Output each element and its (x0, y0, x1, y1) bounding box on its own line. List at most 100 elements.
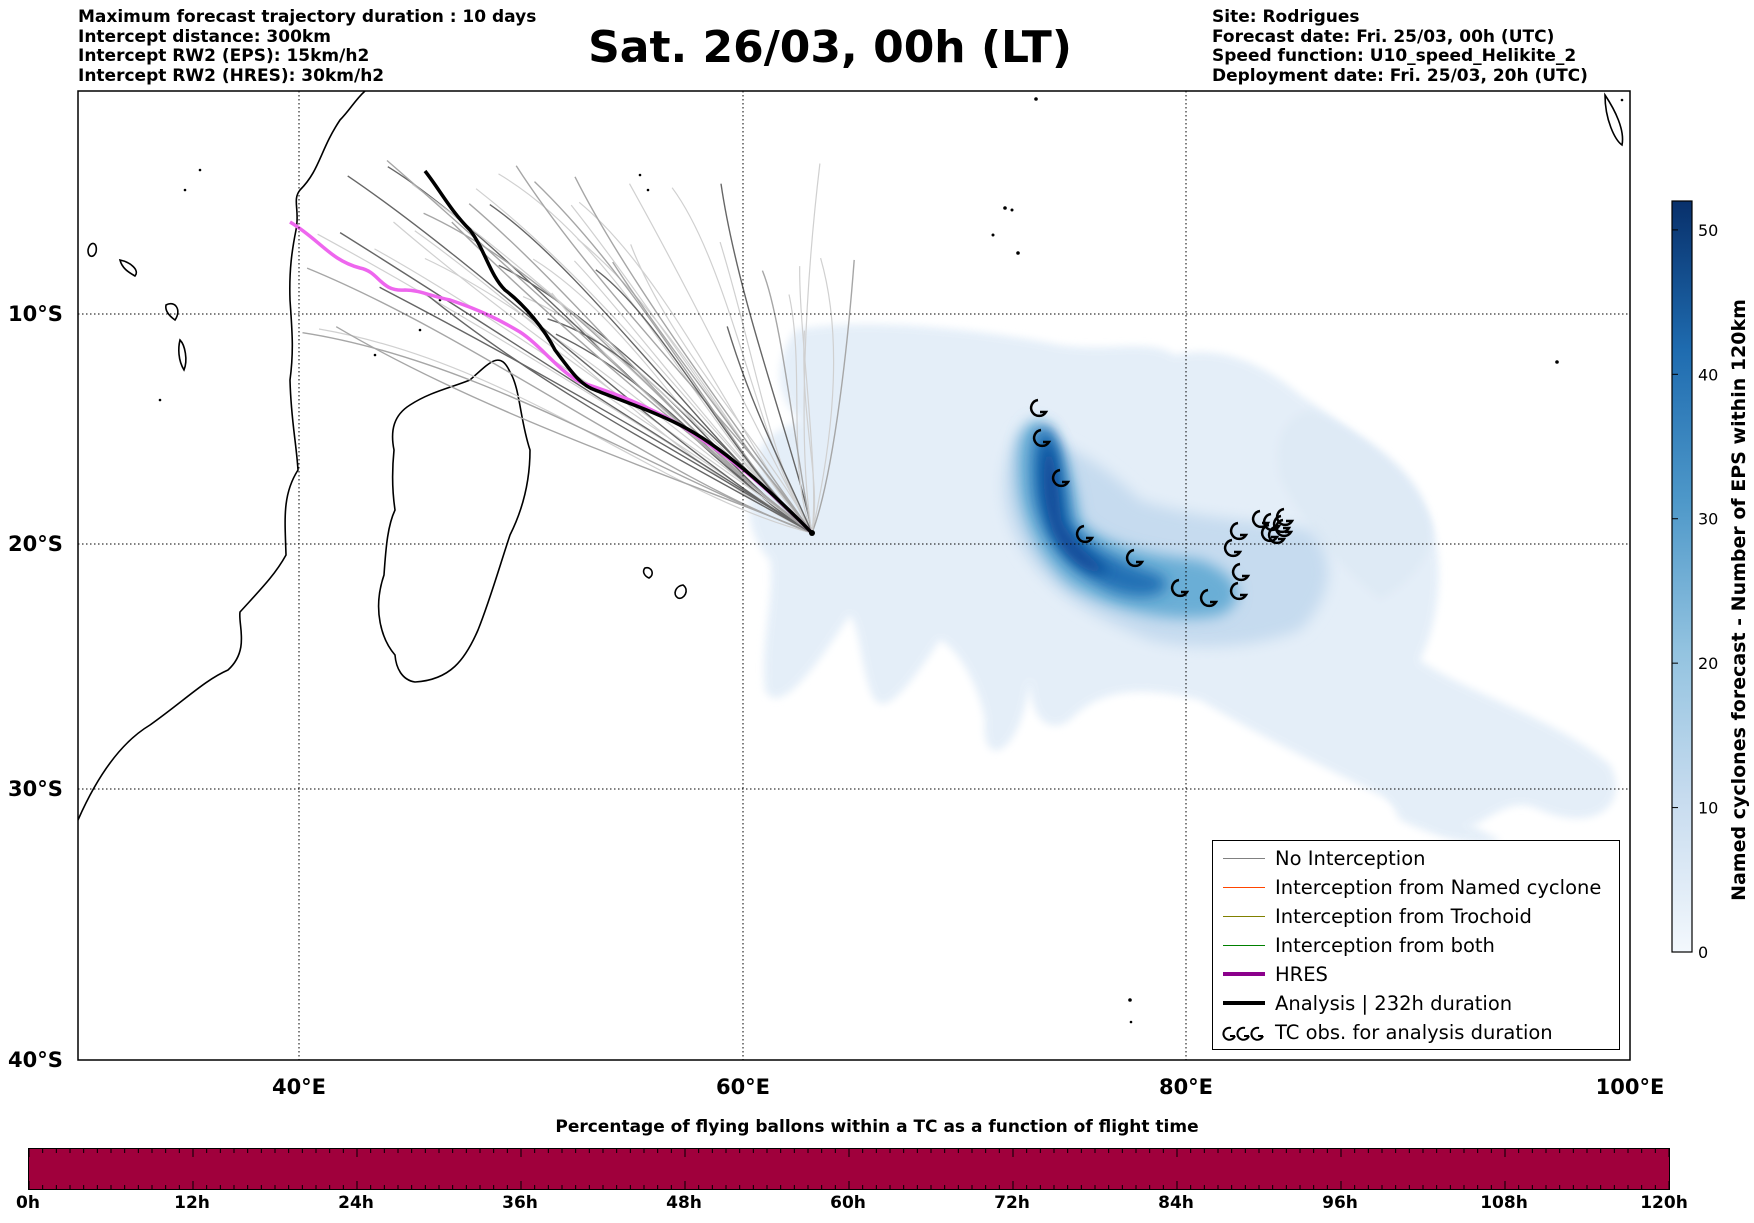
eps-trajectory (811, 259, 855, 534)
eps-trajectory (761, 270, 813, 534)
eps-trajectory (726, 326, 813, 534)
tc-obs-symbol (1229, 581, 1249, 601)
colorbar-tick-label: 20 (1698, 654, 1718, 673)
map-legend: No Interception Interception from Named … (1212, 840, 1620, 1050)
launch-site-marker (809, 530, 815, 536)
speed-function-text: Speed function: U10_speed_Helikite_2 (1212, 46, 1577, 66)
time-tick-label: 120h (1640, 1193, 1688, 1213)
tc-obs-symbol (1029, 398, 1049, 418)
legend-item-no-interception: No Interception (1213, 845, 1619, 874)
max-duration-text: Maximum forecast trajectory duration : 1… (78, 7, 537, 27)
eps-trajectory (788, 294, 813, 534)
gridlines (78, 91, 1630, 1060)
tc-observations (1029, 398, 1295, 608)
colorbar-ticks: 0 10 20 30 40 50 (1672, 221, 1718, 962)
lat-label: 30°S (8, 777, 63, 801)
trajectory-lines (289, 159, 855, 536)
legend-label: Interception from Trochoid (1275, 905, 1532, 928)
density-core (1003, 420, 1329, 647)
tc-obs-symbol (1262, 512, 1282, 532)
legend-label: No Interception (1275, 847, 1426, 870)
eps-trajectory (799, 266, 815, 534)
lon-label: 100°E (1596, 1075, 1665, 1099)
legend-label: Analysis | 232h duration (1275, 992, 1513, 1015)
intercept-hres-text: Intercept RW2 (HRES): 30km/h2 (78, 65, 385, 86)
lon-label: 40°E (272, 1075, 326, 1099)
lon-label: 80°E (1159, 1075, 1213, 1099)
colorbar-tick-label: 0 (1698, 943, 1708, 962)
tc-symbol-icon (1222, 1026, 1264, 1041)
eps-trajectory (339, 232, 813, 534)
site-text: Site: Rodrigues (1212, 7, 1360, 27)
eps-trajectory (803, 163, 821, 534)
site-info: Site: Rodrigues Forecast date: Fri. 25/0… (1212, 7, 1588, 86)
time-tick-label: 36h (502, 1193, 538, 1213)
eps-trajectory (347, 175, 813, 534)
legend-swatch (1223, 972, 1265, 976)
tc-obs-symbol (1051, 468, 1071, 488)
time-tick-label: 96h (1322, 1193, 1358, 1213)
legend-swatch (1223, 945, 1265, 946)
madagascar-outline (377, 359, 531, 683)
lon-labels: 40°E 60°E 80°E 100°E (272, 1075, 1664, 1099)
legend-item-named-cyclone: Interception from Named cyclone (1213, 874, 1619, 903)
legend-swatch (1223, 858, 1265, 859)
eps-trajectory (803, 330, 816, 534)
eps-trajectory (306, 267, 813, 534)
eps-trajectory (811, 257, 835, 534)
intercept-distance-text: Intercept distance: 300km (78, 26, 331, 47)
eps-trajectory (379, 286, 813, 534)
flight-time-ticks (29, 1149, 1669, 1189)
eps-trajectory (393, 221, 813, 534)
lon-label: 60°E (716, 1075, 770, 1099)
page-title: Sat. 26/03, 00h (LT) (588, 22, 1072, 73)
legend-swatch (1223, 887, 1265, 888)
colorbar-tick-label: 40 (1698, 365, 1718, 384)
tc-obs-symbol (1267, 525, 1287, 545)
density-colorbar: 0 10 20 30 40 50 Named cyclones forecast - Nu… (1671, 200, 1750, 962)
tc-obs-symbol (1229, 521, 1249, 541)
lat-labels: 10°S 20°S 30°S 40°S (8, 302, 63, 1072)
tc-obs-symbol (1274, 518, 1294, 538)
legend-label: Interception from Named cyclone (1275, 876, 1602, 899)
legend-swatch (1223, 1001, 1265, 1005)
legend-label: Interception from both (1275, 934, 1495, 957)
time-tick-label: 48h (666, 1193, 702, 1213)
colorbar-tick-label: 30 (1698, 510, 1718, 529)
deployment-date-text: Deployment date: Fri. 25/03, 20h (UTC) (1212, 65, 1588, 86)
legend-label: TC obs. for analysis duration (1275, 1021, 1553, 1044)
colorbar-tick-label: 10 (1698, 799, 1718, 818)
legend-swatch (1223, 916, 1265, 917)
legend-item-hres: HRES (1213, 961, 1619, 990)
coastlines (78, 91, 1624, 821)
eps-trajectory (719, 241, 813, 534)
legend-item-analysis: Analysis | 232h duration (1213, 990, 1619, 1019)
time-tick-label: 108h (1480, 1193, 1528, 1213)
time-tick-label: 60h (830, 1193, 866, 1213)
forecast-parameters: Maximum forecast trajectory duration : 1… (78, 7, 537, 86)
tc-obs-symbol (1032, 428, 1052, 448)
analysis-trajectory (423, 169, 814, 535)
legend-item-trochoid: Interception from Trochoid (1213, 903, 1619, 932)
intercept-eps-text: Intercept RW2 (EPS): 15km/h2 (78, 46, 370, 66)
eps-trajectory (720, 183, 813, 534)
eps-trajectory (612, 261, 813, 534)
time-tick-label: 72h (994, 1193, 1030, 1213)
colorbar-title: Named cyclones forecast - Number of EPS … (1728, 299, 1750, 901)
map-frame (77, 90, 1631, 1061)
eps-trajectory (630, 244, 813, 534)
eps-trajectory (302, 332, 813, 534)
legend-item-tc-obs: TC obs. for analysis duration (1213, 1019, 1619, 1048)
time-tick-label: 0h (16, 1193, 40, 1213)
flight-time-title: Percentage of flying ballons within a TC… (555, 1117, 1199, 1137)
legend-item-both: Interception from both (1213, 932, 1619, 961)
lat-label: 20°S (8, 532, 63, 556)
eps-trajectory (574, 176, 813, 534)
lat-label: 10°S (8, 302, 63, 326)
flight-time-bar (28, 1148, 1670, 1190)
tc-obs-symbol (1231, 562, 1251, 582)
time-tick-label: 12h (174, 1193, 210, 1213)
small-islands (158, 97, 1624, 1024)
tc-obs-symbol (1170, 578, 1190, 598)
